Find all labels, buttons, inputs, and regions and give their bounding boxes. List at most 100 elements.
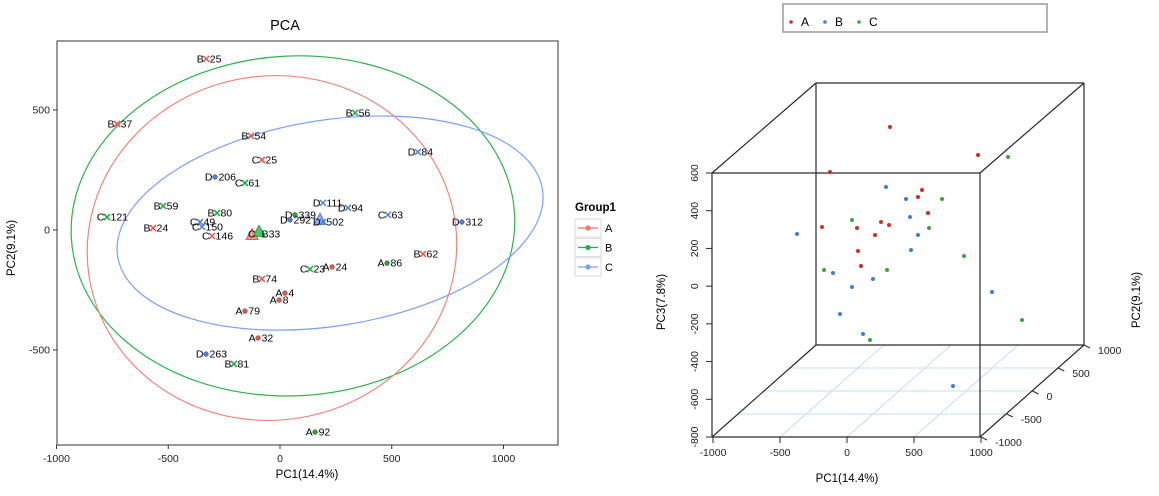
legend-title: Group1 [575, 202, 616, 214]
point-series-A [888, 125, 892, 129]
label-prefix: C [192, 221, 200, 233]
point-C150: C 150 [192, 221, 223, 233]
point-A86: A 86 [378, 258, 403, 270]
point-series-A [887, 223, 891, 227]
legend-dot-C [857, 20, 861, 24]
label-suffix: B33 [262, 229, 281, 241]
label-prefix: B [154, 201, 161, 213]
marker-dot [203, 351, 209, 357]
legend-group1: Group1 ABC [574, 202, 616, 277]
marker-x [103, 213, 111, 221]
point-series-A [916, 195, 920, 199]
legend-label-A: A [605, 223, 613, 235]
label-suffix: 37 [121, 118, 133, 130]
label-prefix: D [205, 171, 213, 183]
point-series-C [885, 268, 889, 272]
ellipse-group-A [86, 74, 458, 422]
label-suffix: 292 [294, 214, 312, 226]
point-series-B [838, 312, 842, 316]
point-B24: B 24 [144, 223, 169, 235]
marker-dot [242, 308, 248, 314]
y-tick [1006, 413, 1013, 418]
label-prefix: A [323, 261, 330, 273]
legend-label-C: C [869, 15, 878, 29]
point-D94: D 94 [338, 202, 363, 214]
legend-label-B: B [605, 243, 612, 255]
point-A24: A 24 [323, 261, 348, 273]
point-B59: B 59 [154, 201, 179, 213]
label-suffix: 23 [313, 264, 325, 276]
group-ellipses [70, 55, 544, 422]
label-suffix: 111 [326, 197, 342, 209]
legend-key-dot [585, 264, 591, 270]
point-A32: A 32 [249, 333, 274, 345]
point-series-A [828, 170, 832, 174]
marker-x [306, 265, 314, 273]
x-tick-label: 0 [277, 453, 283, 465]
z-axis-label-text: PC3(7.8%) [656, 274, 668, 330]
legend-dot-B [823, 20, 827, 24]
point-series-A [855, 226, 859, 230]
marker-dot [329, 264, 335, 270]
label-suffix: 86 [391, 258, 403, 270]
marker-x [159, 202, 167, 210]
y-tick-label: -500 [1021, 414, 1042, 426]
x-tick-label: 1000 [492, 453, 516, 465]
point-C23: C 23 [300, 264, 325, 276]
point-series-B [916, 233, 920, 237]
label-suffix: 206 [218, 171, 236, 183]
point-B25: B 25 [197, 53, 222, 65]
label-suffix: 62 [427, 249, 439, 261]
point-series-C [822, 268, 826, 272]
label-prefix: D [280, 214, 288, 226]
cube-edge [711, 82, 817, 174]
point-series-C [940, 197, 944, 201]
label-prefix: A [235, 306, 242, 318]
ellipse-group-C [116, 115, 544, 331]
label-suffix: 94 [351, 202, 363, 214]
label-prefix: D [285, 209, 293, 221]
marker-x [344, 204, 352, 212]
z-tick-label: 0 [689, 283, 701, 289]
point-CB33: C B33 [248, 229, 280, 241]
label-prefix: A [270, 295, 277, 307]
plot-frame: -1000 -500 0 500 1000 500 0 -500 [29, 40, 559, 465]
label-prefix: C [378, 209, 386, 221]
point-D111: D 111 [313, 197, 343, 209]
label-prefix: B [252, 273, 259, 285]
point-series-B [909, 248, 913, 252]
label-prefix: D [452, 217, 460, 229]
y-tick [1083, 344, 1091, 349]
point-series-A [879, 220, 883, 224]
marker-dot [287, 217, 293, 223]
point-D206: D 206 [205, 171, 236, 183]
point-series-A [976, 153, 980, 157]
point-A79: A 79 [235, 306, 260, 318]
label-prefix: C [248, 229, 256, 241]
point-D292: D 292 [280, 214, 311, 226]
x-axis-label: PC1(14.4%) [276, 469, 339, 481]
point-C146: C 146 [202, 231, 233, 243]
floor-grid-diag [846, 344, 952, 438]
floor-grid-diag [779, 344, 885, 438]
label-prefix: B [144, 223, 151, 235]
label-prefix: B [414, 249, 421, 261]
label-prefix: B [241, 130, 248, 142]
label-prefix: D [196, 349, 204, 361]
label-suffix: 263 [210, 349, 228, 361]
marker-x [213, 209, 221, 217]
label-prefix: B [108, 118, 115, 130]
z-tick-label: 600 [689, 164, 701, 182]
label-prefix: A [378, 258, 385, 270]
label-suffix: 150 [205, 221, 223, 233]
label-suffix: 59 [167, 201, 179, 213]
marker-dot [255, 335, 261, 341]
point-B80: B 80 [207, 207, 232, 219]
marker-x [351, 109, 359, 117]
y-tick-label: 500 [32, 105, 50, 117]
marker-x [202, 55, 210, 63]
point-B62: B 62 [414, 249, 439, 261]
